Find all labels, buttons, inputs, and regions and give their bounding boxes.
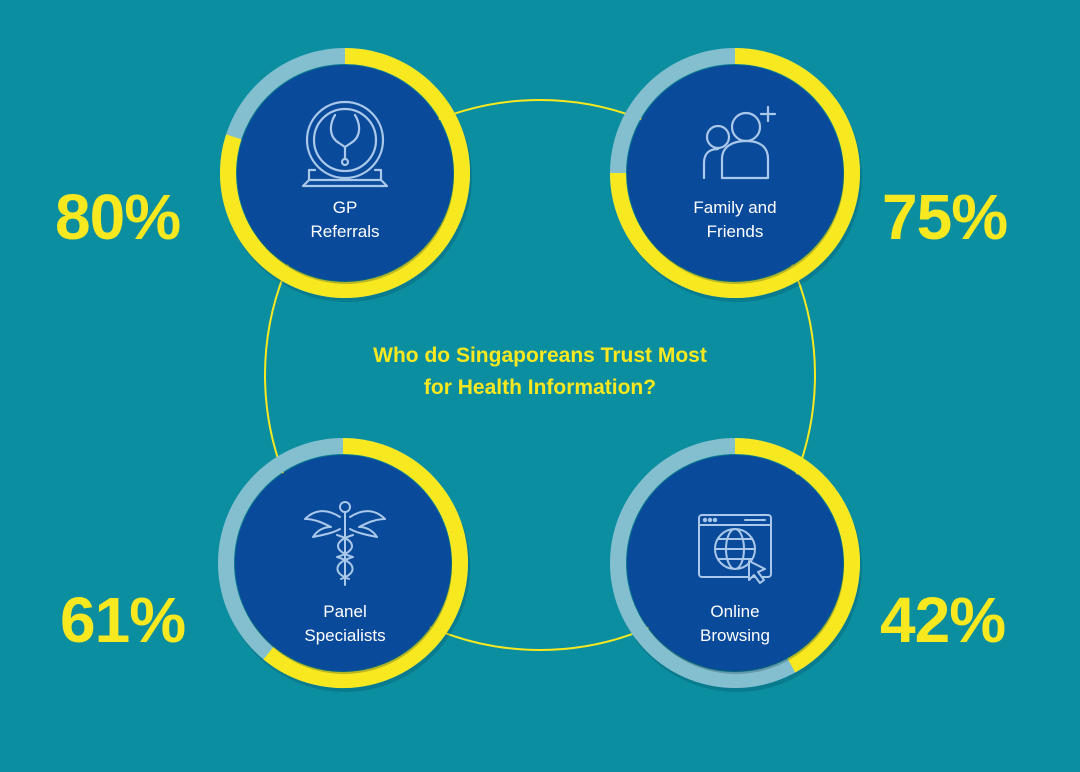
label-line: Panel <box>323 602 367 621</box>
label-gp-referrals: GP Referrals <box>265 196 425 244</box>
disc-panel <box>235 455 451 671</box>
label-family-friends: Family and Friends <box>655 196 815 244</box>
value-online-browsing: 42% <box>880 584 1006 656</box>
family-plus-icon <box>702 105 777 180</box>
label-line: Friends <box>706 222 764 241</box>
disc-family <box>627 65 843 281</box>
label-panel-specialists: Panel Specialists <box>265 600 425 648</box>
value-panel-specialists: 61% <box>60 584 186 656</box>
label-online-browsing: Online Browsing <box>655 600 815 648</box>
chart-title-line-2: for Health Information? <box>423 376 657 399</box>
label-line: Online <box>710 602 760 621</box>
ring-value-family <box>610 48 860 298</box>
label-line: GP <box>332 198 358 217</box>
label-line: Browsing <box>700 626 770 645</box>
browser-globe-icon <box>698 514 772 584</box>
disc-gp <box>237 65 453 281</box>
ring-value-online <box>734 438 860 673</box>
value-family-friends: 75% <box>882 181 1008 253</box>
caduceus-icon <box>304 501 386 586</box>
connector-circle <box>264 99 816 651</box>
ring-value-gp <box>220 48 470 298</box>
chart-title: Who do Singaporeans Trust Most for Healt… <box>300 340 780 404</box>
chart-title-line-1: Who do Singaporeans Trust Most <box>373 344 707 367</box>
label-line: Specialists <box>304 626 386 645</box>
value-gp-referrals: 80% <box>55 181 181 253</box>
ring-value-panel <box>263 438 468 688</box>
disc-online <box>627 455 843 671</box>
stethoscope-icon <box>301 100 389 188</box>
label-line: Referrals <box>310 222 380 241</box>
label-line: Family and <box>693 198 777 217</box>
